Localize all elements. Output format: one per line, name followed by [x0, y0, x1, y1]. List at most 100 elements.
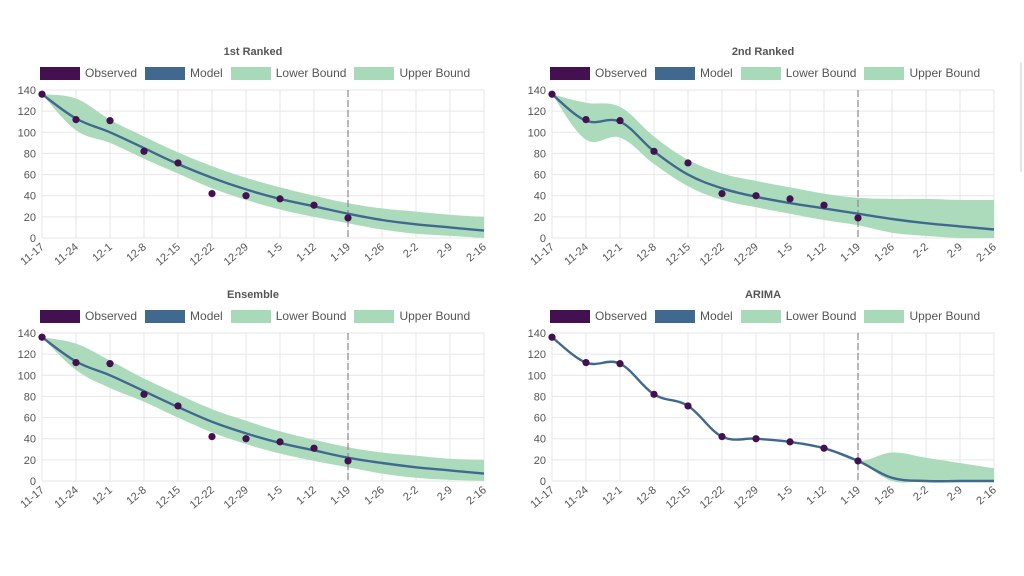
x-tick-label: 1-12: [804, 484, 829, 507]
observed-point: [616, 360, 624, 368]
x-tick-label: 11-17: [18, 484, 47, 511]
chart-title: 1st Ranked: [223, 46, 283, 58]
legend-item-model[interactable]: Model: [145, 309, 223, 323]
observed-point: [786, 195, 794, 203]
x-tick-label: 12-15: [664, 484, 693, 511]
observed-point: [718, 190, 726, 198]
y-tick-label: 40: [534, 434, 546, 446]
observed-point: [786, 438, 794, 446]
x-tick-label: 12-8: [634, 241, 659, 264]
chart-plot: 0 20 40 60 80 100 120 140 11-17 11-24 12-1 12-8 12-1…: [18, 328, 489, 511]
confidence-band: [552, 94, 994, 239]
chart-legend: Observed Model Lower Bound Upper Bound: [550, 64, 988, 82]
model-line: [41, 336, 485, 475]
chart-title: 2nd Ranked: [731, 46, 795, 58]
y-tick-label: 40: [534, 191, 546, 203]
y-tick-label: 80: [24, 391, 36, 403]
observed-point: [310, 201, 318, 209]
x-tick-label: 12-8: [124, 241, 149, 264]
x-tick-label: 1-26: [872, 484, 897, 507]
y-tick-label: 100: [18, 370, 36, 382]
x-tick-label: 11-17: [528, 241, 557, 268]
legend-item-observed[interactable]: Observed: [550, 66, 647, 80]
x-tick-label: 1-26: [362, 241, 387, 264]
legend-label: Model: [700, 66, 733, 80]
scrollbar[interactable]: [1020, 62, 1022, 172]
chart-title: Ensemble: [227, 289, 279, 301]
observed-point: [276, 438, 284, 446]
legend-label: Observed: [85, 66, 138, 80]
legend-item-lower-bound[interactable]: Lower Bound: [740, 66, 857, 80]
legend-item-observed[interactable]: Observed: [40, 309, 137, 323]
x-tick-label: 2-16: [464, 241, 489, 264]
x-tick-label: 1-26: [362, 484, 387, 507]
legend-swatch: [740, 66, 781, 80]
x-tick-label: 2-2: [911, 241, 931, 260]
legend-item-upper-bound[interactable]: Upper Bound: [864, 66, 980, 80]
observed-point: [72, 116, 80, 124]
x-tick-label: 11-24: [562, 241, 591, 268]
x-tick-label: 1-12: [294, 241, 319, 264]
legend-swatch: [864, 309, 905, 323]
x-tick-label: 12-22: [698, 484, 727, 511]
x-tick-label: 12-22: [188, 484, 217, 511]
y-tick-label: 100: [528, 370, 546, 382]
legend-swatch: [655, 309, 696, 323]
legend-item-upper-bound[interactable]: Upper Bound: [354, 309, 470, 323]
legend-swatch: [864, 66, 905, 80]
legend-swatch: [40, 309, 80, 323]
legend-item-observed[interactable]: Observed: [550, 309, 647, 323]
confidence-band: [42, 94, 484, 238]
observed-point: [752, 435, 760, 443]
y-tick-label: 100: [528, 127, 546, 139]
legend-label: Upper Bound: [909, 66, 981, 80]
legend-item-model[interactable]: Model: [655, 309, 733, 323]
x-tick-label: 12-1: [600, 241, 625, 264]
x-tick-label: 2-16: [464, 484, 489, 507]
x-tick-label: 11-17: [18, 241, 47, 268]
legend-item-model[interactable]: Model: [655, 66, 733, 80]
legend-label: Lower Bound: [785, 309, 857, 323]
observed-point: [106, 360, 114, 368]
legend-item-lower-bound[interactable]: Lower Bound: [230, 309, 346, 323]
legend-item-model[interactable]: Model: [145, 66, 223, 80]
x-tick-label: 12-22: [188, 241, 217, 268]
y-tick-label: 80: [534, 391, 546, 403]
chart-legend: Observed Model Lower Bound Upper Bound: [550, 307, 988, 325]
legend-item-upper-bound[interactable]: Upper Bound: [354, 66, 470, 80]
y-tick-label: 140: [528, 85, 546, 97]
legend-item-observed[interactable]: Observed: [40, 66, 137, 80]
legend-label: Observed: [595, 66, 648, 80]
x-tick-label: 12-1: [90, 484, 115, 507]
legend-label: Observed: [595, 309, 648, 323]
y-tick-label: 20: [534, 455, 546, 467]
legend-item-lower-bound[interactable]: Lower Bound: [230, 66, 346, 80]
y-tick-label: 60: [24, 170, 36, 182]
observed-point: [276, 195, 284, 203]
observed-point: [854, 214, 862, 222]
legend-item-lower-bound[interactable]: Lower Bound: [740, 309, 857, 323]
chart-panel-1st-ranked: 1st Ranked Observed Model Lower Bound Upper …: [8, 42, 498, 290]
legend-label: Lower Bound: [785, 66, 857, 80]
legend-label: Model: [190, 309, 223, 323]
x-tick-label: 11-17: [528, 484, 557, 511]
x-tick-label: 2-9: [435, 484, 455, 503]
y-tick-label: 60: [534, 170, 546, 182]
x-tick-label: 12-29: [732, 241, 761, 268]
observed-point: [752, 192, 760, 200]
observed-point: [548, 90, 556, 98]
legend-swatch: [550, 309, 590, 323]
observed-point: [344, 214, 352, 222]
chart-plot: 0 20 40 60 80 100 120 140 11-17 11-24 12-1 12-8 12-1…: [528, 328, 999, 511]
observed-point: [684, 402, 692, 410]
legend-swatch: [354, 309, 395, 323]
y-tick-label: 80: [534, 148, 546, 160]
legend-label: Upper Bound: [399, 309, 471, 323]
legend-item-upper-bound[interactable]: Upper Bound: [864, 309, 980, 323]
observed-point: [140, 147, 148, 155]
observed-point: [140, 390, 148, 398]
y-tick-label: 120: [528, 106, 546, 118]
observed-point: [582, 116, 590, 124]
x-tick-label: 1-12: [804, 241, 829, 264]
observed-point: [616, 117, 624, 125]
